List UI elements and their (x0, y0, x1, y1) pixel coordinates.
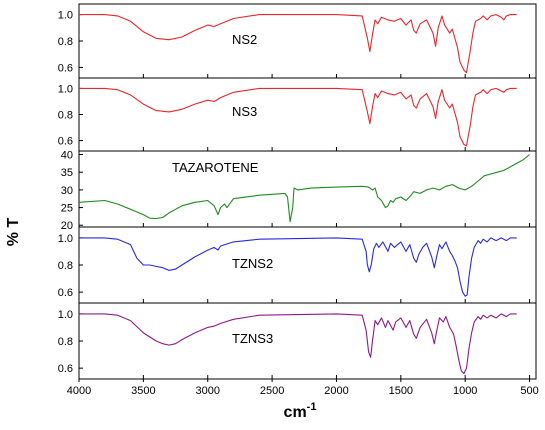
x-axis: 4000 3500 3000 2500 2000 1500 1000 500 (67, 379, 539, 397)
x-tick-label: 3000 (195, 385, 219, 397)
x-tick-label: 1500 (389, 385, 413, 397)
y-tick-label: 0.8 (58, 336, 73, 348)
y-tick-label: 40 (61, 150, 73, 162)
x-axis-title: cm-1 (284, 401, 317, 421)
series-line-ns2 (79, 14, 517, 74)
panel-label: TZNS3 (232, 331, 273, 346)
y-tick-label: 0.8 (58, 36, 73, 48)
panel-ns2: 0.6 0.8 1.0 NS2 (58, 3, 537, 79)
panel-tzns2: 0.6 0.8 1.0 TZNS2 (58, 226, 537, 304)
y-tick-label: 20 (61, 220, 73, 232)
x-tick-label: 3500 (131, 385, 155, 397)
panel-tazarotene: 20 25 30 35 40 TAZAROTENE (61, 150, 537, 232)
panel-label: NS3 (232, 104, 257, 119)
y-tick-label: 0.8 (58, 260, 73, 272)
panel-label: TAZAROTENE (172, 160, 259, 175)
y-tick-label: 0.6 (58, 363, 73, 375)
y-axis-title: % T (5, 218, 22, 247)
y-tick-label: 1.0 (58, 309, 73, 321)
x-axis-title-exponent: -1 (307, 401, 317, 413)
x-tick-label: 500 (520, 385, 538, 397)
y-tick-label: 1.0 (58, 10, 73, 22)
y-tick-label: 0.6 (58, 136, 73, 148)
panel-label: NS2 (232, 32, 257, 47)
y-tick-label: 25 (61, 203, 73, 215)
y-tick-label: 0.6 (58, 287, 73, 299)
panel-ns3: 0.6 0.8 1.0 NS3 (58, 77, 537, 152)
y-tick-label: 0.8 (58, 110, 73, 122)
y-tick-label: 35 (61, 167, 73, 179)
y-tick-label: 30 (61, 185, 73, 197)
x-tick-label: 2000 (324, 385, 348, 397)
chart-panels: 0.6 0.8 1.0 NS2 0.6 0.8 1.0 NS3 20 25 30 35 40 TAZARO… (58, 3, 537, 380)
series-line-tzns2 (79, 237, 517, 297)
x-tick-label: 2500 (260, 385, 284, 397)
x-tick-label: 1000 (453, 385, 477, 397)
panel-tzns3: 0.6 0.8 1.0 TZNS3 (58, 302, 537, 380)
y-tick-label: 1.0 (58, 83, 73, 95)
y-tick-label: 1.0 (58, 233, 73, 245)
y-tick-label: 0.6 (58, 62, 73, 74)
x-tick-label: 4000 (67, 385, 91, 397)
series-line-tazarotene (78, 154, 530, 223)
series-line-tzns3 (79, 313, 517, 375)
panel-label: TZNS2 (232, 256, 273, 271)
series-line-ns3 (79, 87, 517, 147)
x-axis-title-unit: cm (284, 404, 307, 421)
